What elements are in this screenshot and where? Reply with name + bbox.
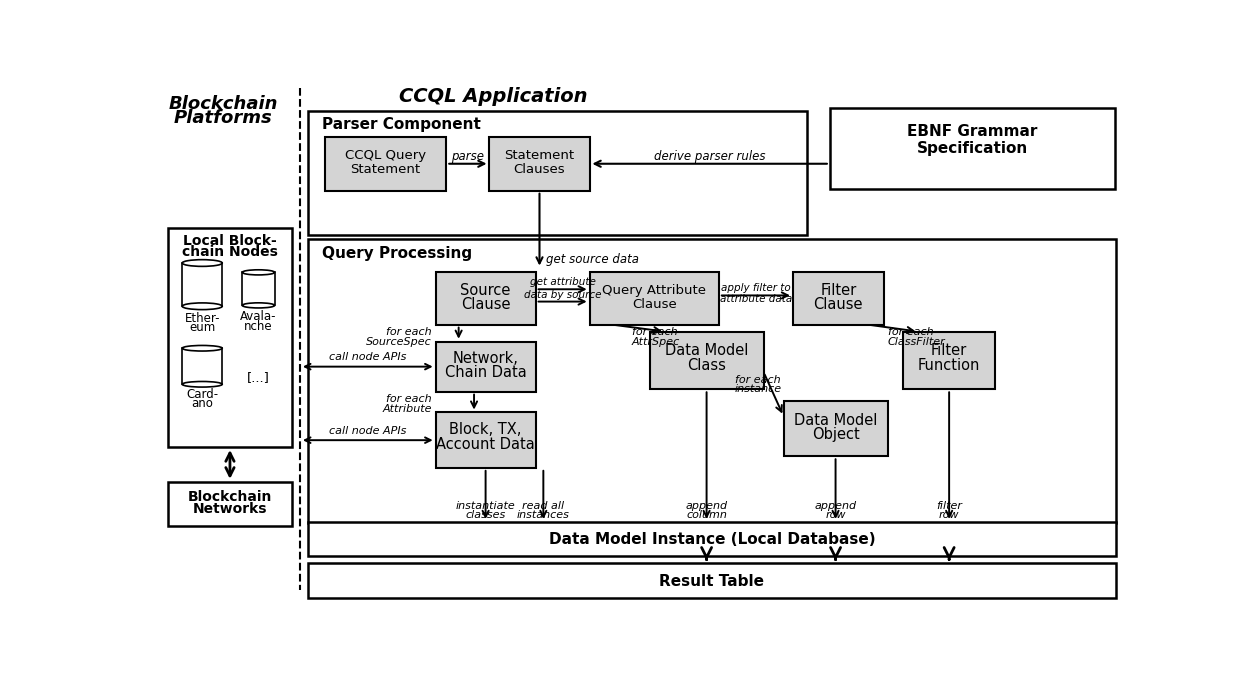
Bar — [307, 522, 1116, 557]
Bar — [182, 263, 222, 306]
Bar — [589, 273, 719, 325]
Text: derive parser rules: derive parser rules — [653, 151, 765, 163]
Ellipse shape — [182, 303, 222, 310]
Bar — [307, 239, 1116, 523]
Text: append: append — [815, 502, 856, 511]
Text: Clause: Clause — [461, 297, 510, 312]
Ellipse shape — [182, 260, 222, 266]
Bar — [182, 348, 222, 384]
Text: Source: Source — [460, 283, 510, 298]
Text: call node APIs: call node APIs — [329, 426, 406, 436]
Text: for each: for each — [888, 327, 933, 338]
Text: Networks: Networks — [193, 502, 267, 517]
Ellipse shape — [182, 382, 222, 387]
Text: Query Attribute: Query Attribute — [602, 283, 706, 296]
Text: get attribute: get attribute — [529, 277, 596, 287]
Text: Clauses: Clauses — [514, 163, 566, 176]
Text: Block, TX,: Block, TX, — [449, 422, 522, 437]
Text: Local Block-: Local Block- — [183, 234, 277, 247]
Text: for each: for each — [735, 375, 781, 384]
Ellipse shape — [242, 270, 275, 275]
Bar — [307, 563, 1116, 598]
Text: Blockchain: Blockchain — [168, 96, 278, 113]
Text: Class: Class — [687, 358, 726, 373]
Text: attribute data: attribute data — [720, 294, 793, 304]
Bar — [793, 273, 884, 325]
Ellipse shape — [242, 303, 275, 308]
Text: instance: instance — [735, 384, 781, 394]
Bar — [489, 137, 589, 191]
Bar — [435, 412, 535, 468]
Text: Filter: Filter — [820, 283, 856, 298]
Text: Result Table: Result Table — [660, 574, 765, 589]
Bar — [307, 111, 806, 235]
Text: append: append — [686, 502, 727, 511]
Text: Data Model: Data Model — [665, 343, 749, 359]
Text: filter: filter — [937, 502, 962, 511]
Bar — [435, 342, 535, 392]
Text: Parser Component: Parser Component — [321, 117, 480, 132]
Text: Network,: Network, — [453, 351, 519, 366]
Text: CCQL Query: CCQL Query — [345, 148, 426, 162]
Text: nche: nche — [245, 320, 273, 333]
Text: AttrSpec: AttrSpec — [632, 336, 680, 346]
Text: for each: for each — [386, 395, 431, 404]
Text: CCQL Application: CCQL Application — [399, 87, 587, 106]
Text: instantiate: instantiate — [455, 502, 515, 511]
Text: Card-: Card- — [186, 388, 218, 401]
Text: apply filter to: apply filter to — [721, 283, 791, 293]
Text: Data Model Instance (Local Database): Data Model Instance (Local Database) — [549, 532, 875, 547]
Bar — [242, 273, 275, 305]
Text: Account Data: Account Data — [436, 437, 535, 452]
Bar — [168, 482, 292, 526]
Bar — [168, 228, 292, 447]
Text: eum: eum — [189, 321, 216, 334]
Text: data by source: data by source — [524, 290, 602, 300]
Text: Data Model: Data Model — [794, 413, 878, 428]
Text: parse: parse — [451, 151, 484, 163]
Bar — [784, 401, 888, 456]
Text: Object: Object — [811, 427, 859, 442]
Text: chain Nodes: chain Nodes — [182, 245, 278, 259]
Bar — [435, 273, 535, 325]
Text: Clause: Clause — [632, 298, 677, 311]
Text: Statement: Statement — [504, 148, 574, 162]
Text: Chain Data: Chain Data — [445, 365, 527, 380]
Text: Filter: Filter — [930, 343, 967, 359]
Text: instances: instances — [517, 510, 569, 520]
Ellipse shape — [182, 346, 222, 351]
Text: Platforms: Platforms — [173, 109, 272, 127]
Text: column: column — [686, 510, 727, 520]
Text: Blockchain: Blockchain — [188, 490, 272, 504]
Text: EBNF Grammar: EBNF Grammar — [907, 124, 1037, 139]
Text: read all: read all — [522, 502, 564, 511]
Bar — [650, 332, 764, 389]
Text: SourceSpec: SourceSpec — [366, 336, 431, 346]
Text: Attribute: Attribute — [382, 403, 431, 414]
Text: Specification: Specification — [917, 141, 1028, 156]
Text: row: row — [825, 510, 845, 520]
Text: for each: for each — [632, 327, 677, 338]
Text: call node APIs: call node APIs — [329, 353, 406, 363]
Text: ano: ano — [192, 397, 213, 410]
Text: Avala-: Avala- — [241, 311, 277, 323]
Bar — [830, 108, 1115, 189]
Text: row: row — [939, 510, 959, 520]
Text: get source data: get source data — [545, 253, 638, 266]
Bar — [325, 137, 446, 191]
Text: Ether-: Ether- — [184, 312, 219, 325]
Text: Query Processing: Query Processing — [321, 245, 472, 260]
Text: classes: classes — [465, 510, 505, 520]
Bar — [903, 332, 996, 389]
Text: Clause: Clause — [814, 297, 863, 312]
Text: Statement: Statement — [350, 163, 420, 176]
Text: Function: Function — [918, 358, 981, 373]
Text: [...]: [...] — [247, 372, 270, 384]
Text: for each: for each — [386, 327, 431, 338]
Text: ClassFilter: ClassFilter — [888, 336, 946, 346]
